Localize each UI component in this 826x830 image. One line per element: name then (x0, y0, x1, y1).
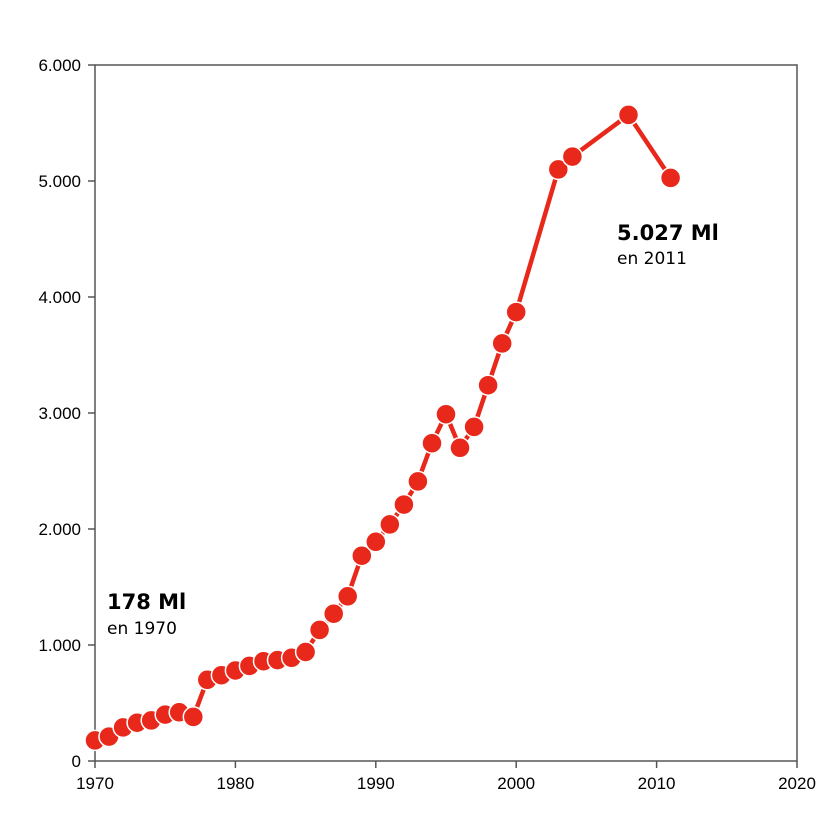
data-point (561, 145, 584, 168)
data-point (617, 104, 640, 126)
data-point (477, 374, 499, 396)
data-point (351, 544, 373, 567)
data-point (421, 432, 443, 454)
annotation-2011-year: en 2011 (617, 249, 687, 269)
data-points (84, 104, 682, 752)
y-tick-label: 4.000 (38, 288, 81, 307)
annotation-1970-year: en 1970 (107, 619, 177, 639)
data-point (547, 158, 570, 181)
y-axis: 0 1.000 2.000 3.000 4.000 5.000 6.000 (38, 56, 95, 771)
x-tick-label: 1980 (216, 774, 254, 793)
data-point (463, 416, 485, 438)
annotation-2011-value: 5.027 Ml (617, 221, 719, 245)
y-tick-label: 5.000 (38, 172, 81, 191)
data-point (294, 641, 317, 663)
data-point (393, 493, 415, 516)
data-point (435, 403, 457, 425)
data-point (449, 437, 471, 459)
x-tick-label: 2020 (778, 774, 816, 793)
x-tick-label: 1990 (357, 774, 395, 793)
series-line (92, 112, 673, 743)
annotation-1970-value: 178 Ml (107, 590, 186, 614)
y-tick-label: 2.000 (38, 520, 81, 539)
x-tick-label: 2010 (638, 774, 676, 793)
data-point (182, 706, 205, 728)
data-point (505, 301, 527, 323)
x-tick-label: 2000 (497, 774, 535, 793)
y-tick-label: 1.000 (38, 636, 81, 655)
data-point (491, 332, 513, 355)
data-point (407, 470, 429, 493)
data-point (659, 167, 682, 189)
y-tick-label: 0 (72, 752, 81, 771)
data-point (308, 619, 331, 641)
data-point (365, 531, 387, 553)
data-point (322, 602, 345, 625)
data-point (336, 585, 359, 608)
x-tick-label: 1970 (76, 774, 114, 793)
x-axis: 1970 1980 1990 2000 2010 2020 (76, 761, 816, 793)
y-tick-label: 6.000 (38, 56, 81, 75)
y-tick-label: 3.000 (38, 404, 81, 423)
data-point (379, 513, 401, 536)
